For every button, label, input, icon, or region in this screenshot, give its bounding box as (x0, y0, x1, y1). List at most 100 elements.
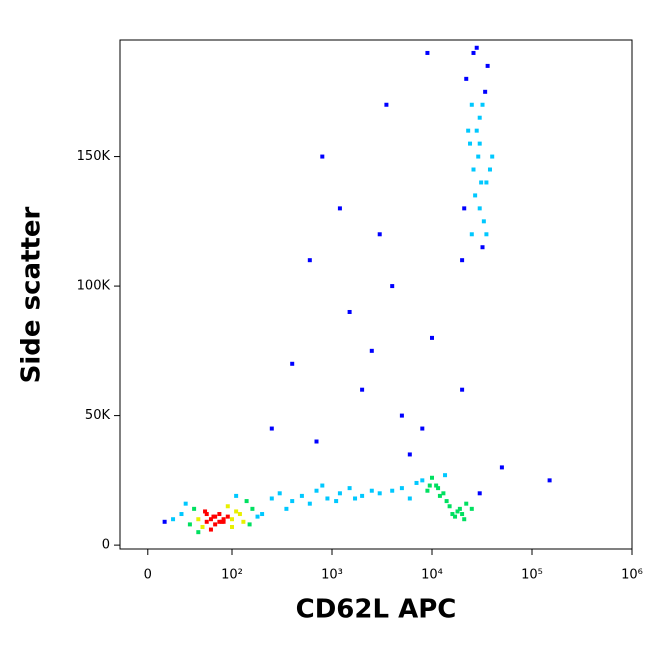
y-tick-label: 100K (77, 279, 111, 294)
point (377, 232, 382, 237)
point (314, 439, 319, 444)
point (284, 506, 289, 511)
point (200, 524, 205, 529)
point (450, 512, 455, 517)
x-tick-label: 10⁶ (621, 568, 643, 583)
point (255, 514, 260, 519)
point (471, 50, 476, 55)
point (360, 387, 365, 392)
point (183, 501, 188, 506)
point (208, 517, 213, 522)
point (480, 245, 485, 250)
point (430, 475, 434, 480)
point (430, 335, 434, 340)
point (307, 258, 312, 263)
point (462, 517, 467, 522)
point (208, 527, 213, 532)
point (483, 89, 488, 94)
point (477, 206, 482, 211)
point (221, 517, 226, 522)
point (443, 473, 448, 478)
point (211, 514, 216, 519)
point (299, 493, 304, 498)
point (250, 506, 255, 511)
point (444, 499, 449, 504)
x-axis-label: CD62L APC (296, 595, 457, 625)
point (241, 519, 246, 524)
point (162, 519, 167, 524)
point (217, 512, 222, 517)
point (425, 488, 430, 493)
point (474, 128, 479, 133)
point (347, 486, 352, 491)
point (179, 512, 184, 517)
point (325, 496, 330, 501)
point (407, 452, 412, 457)
point (384, 102, 389, 107)
point (481, 219, 486, 224)
point (437, 493, 442, 498)
point (399, 486, 404, 491)
point (369, 348, 374, 353)
point (484, 180, 489, 185)
point (192, 506, 197, 511)
y-tick-label: 50K (85, 408, 111, 423)
point (399, 413, 404, 418)
point (474, 45, 479, 50)
point (425, 50, 430, 55)
point (476, 154, 481, 159)
point (290, 361, 295, 366)
point (477, 115, 482, 120)
point (347, 309, 352, 314)
y-tick-label: 0 (102, 538, 110, 553)
point (485, 63, 490, 68)
point (196, 517, 201, 522)
x-tick-label: 10⁵ (521, 568, 543, 583)
point (320, 483, 325, 488)
x-tick-label: 10⁴ (421, 568, 443, 583)
point (290, 499, 295, 504)
point (203, 509, 208, 514)
point (490, 154, 495, 159)
point (484, 232, 489, 237)
point (487, 167, 492, 172)
point (460, 387, 465, 392)
point (460, 258, 465, 263)
point (469, 102, 474, 107)
point (320, 154, 325, 159)
point (477, 141, 482, 146)
point (466, 128, 471, 133)
point (441, 491, 446, 496)
point (453, 514, 458, 519)
point (407, 496, 412, 501)
x-tick-label: 10² (221, 568, 243, 583)
point (213, 522, 218, 527)
point (314, 488, 319, 493)
point (260, 512, 265, 517)
point (420, 426, 425, 431)
point (225, 504, 230, 509)
point (337, 491, 342, 496)
point (390, 284, 395, 289)
point (455, 509, 460, 514)
point (464, 501, 469, 506)
point (462, 206, 467, 211)
y-axis-label: Side scatter (17, 206, 47, 383)
x-tick-label: 10³ (321, 568, 343, 583)
point (204, 519, 209, 524)
point (230, 517, 234, 522)
point (369, 488, 374, 493)
point (420, 478, 425, 483)
point (360, 493, 365, 498)
point (436, 486, 441, 491)
point (480, 102, 485, 107)
point (460, 512, 465, 517)
point (219, 519, 224, 524)
point (234, 493, 239, 498)
point (469, 232, 474, 237)
point (479, 180, 484, 185)
point (468, 141, 473, 146)
point (187, 522, 192, 527)
